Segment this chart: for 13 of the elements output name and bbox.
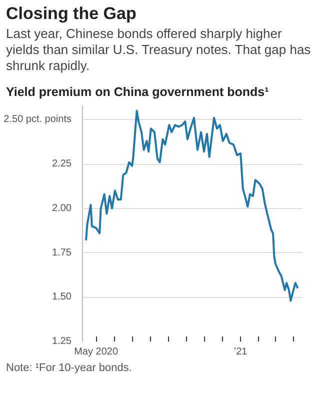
chart-title: Closing the Gap — [6, 4, 136, 24]
y-tick-label: 2.00 — [52, 203, 72, 214]
line-series — [85, 110, 299, 302]
x-tick-label: May 2020 — [74, 346, 118, 358]
y-axis-title: Yield premium on China government bonds¹ — [6, 85, 269, 100]
y-tick-label: 2.25 — [52, 158, 72, 170]
y-tick-label: 1.25 — [52, 336, 72, 348]
chart-subtitle: Last year, Chinese bonds offered sharply higher yields than similar U.S. Treasury notes. That gap has shrunk rapidly. — [6, 26, 312, 74]
y-tick-label: 2.50 pct. points — [4, 114, 72, 126]
text: Note: ¹For 10-year bonds. — [6, 362, 132, 376]
y-tick-label: 1.75 — [52, 247, 72, 258]
x-tick-label: ’21 — [234, 346, 248, 358]
y-tick-label: 1.50 — [52, 292, 72, 303]
